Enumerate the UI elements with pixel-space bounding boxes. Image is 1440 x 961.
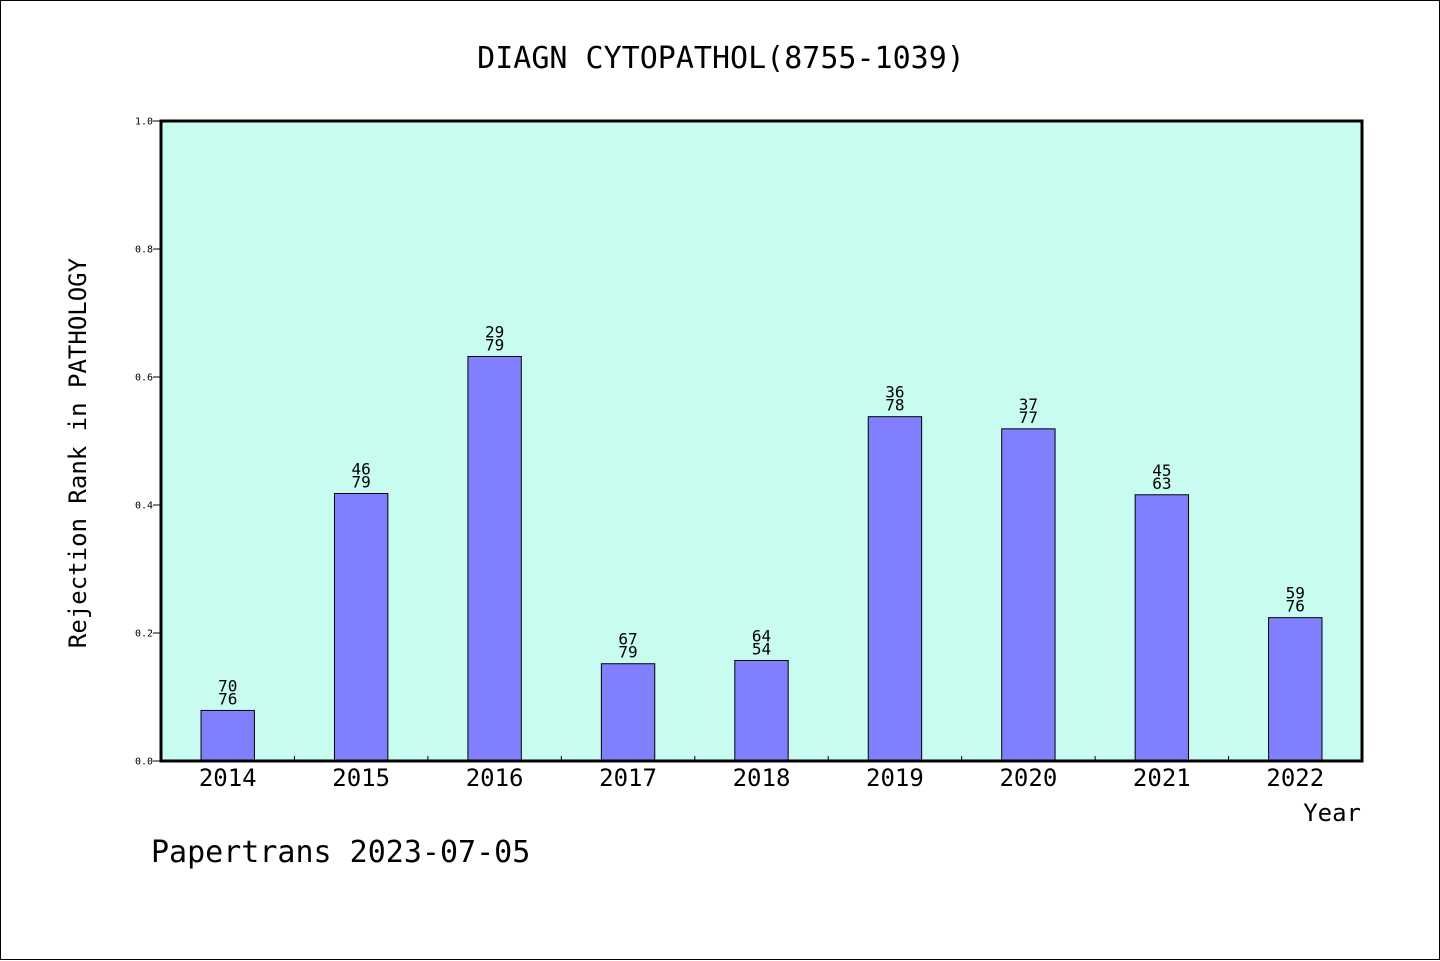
x-tick-label: 2022	[1266, 764, 1324, 792]
bar-label-bottom: 79	[352, 472, 371, 491]
y-axis: 0.0 0.2 0.4 0.6 0.8 1.0	[135, 117, 161, 768]
bar-label-bottom: 79	[618, 643, 637, 662]
x-tick-label: 2019	[866, 764, 924, 792]
bar-label-top: 36	[885, 383, 904, 402]
bar-label-top: 29	[485, 323, 504, 342]
bar-2015	[333, 492, 389, 762]
bar-2022	[1268, 617, 1323, 762]
x-tick-label: 2016	[466, 764, 524, 792]
plot-border	[159, 119, 1364, 763]
bar-2018	[734, 660, 789, 762]
bar-label-top: 46	[352, 459, 371, 478]
bars-group	[200, 356, 1323, 762]
bar-label-bottom: 63	[1152, 474, 1171, 493]
bar-label-bottom: 79	[485, 336, 504, 355]
bar-label-top: 67	[618, 630, 637, 649]
y-tick-label: 0.8	[135, 245, 153, 256]
bar-label-bottom: 78	[885, 396, 904, 415]
bar-label-top: 70	[218, 676, 237, 695]
bar-label-bottom: 77	[1019, 408, 1038, 427]
bar-label-bottom: 76	[218, 689, 237, 708]
bar-label-top: 64	[752, 627, 771, 646]
y-tick-label: 0.2	[135, 629, 153, 640]
y-tick-label: 1.0	[135, 117, 153, 128]
x-axis: 2014 2015 2016 2017 2018 2019 2020 2021 2022	[199, 756, 1324, 792]
bar-2020	[1001, 428, 1056, 762]
bar-2021	[1134, 494, 1190, 762]
x-axis-label: Year	[1303, 799, 1361, 827]
bar-label-top: 37	[1019, 395, 1038, 414]
bar-label-top: 45	[1152, 461, 1171, 480]
x-tick-label: 2014	[199, 764, 257, 792]
x-tick-label: 2017	[599, 764, 657, 792]
bar-label-bottom: 76	[1286, 597, 1305, 616]
bar-2014	[200, 709, 255, 762]
bar-label-bottom: 54	[752, 640, 771, 659]
x-tick-label: 2015	[332, 764, 390, 792]
bar-2017	[600, 663, 656, 762]
bar-2016	[467, 356, 522, 762]
y-tick-label: 0.6	[135, 373, 153, 384]
y-axis-label: Rejection Rank in PATHOLOGY	[64, 257, 92, 648]
x-tick-label: 2021	[1133, 764, 1191, 792]
x-tick-label: 2018	[733, 764, 791, 792]
bar-2019	[867, 416, 923, 762]
x-tick-label: 2020	[999, 764, 1057, 792]
y-tick-label: 0.4	[135, 501, 153, 512]
chart-title: DIAGN CYTOPATHOL(8755-1039)	[477, 41, 965, 76]
footer-watermark: Papertrans 2023-07-05	[151, 835, 531, 870]
y-tick-label: 0.0	[135, 757, 153, 768]
bar-label-top: 59	[1286, 584, 1305, 603]
